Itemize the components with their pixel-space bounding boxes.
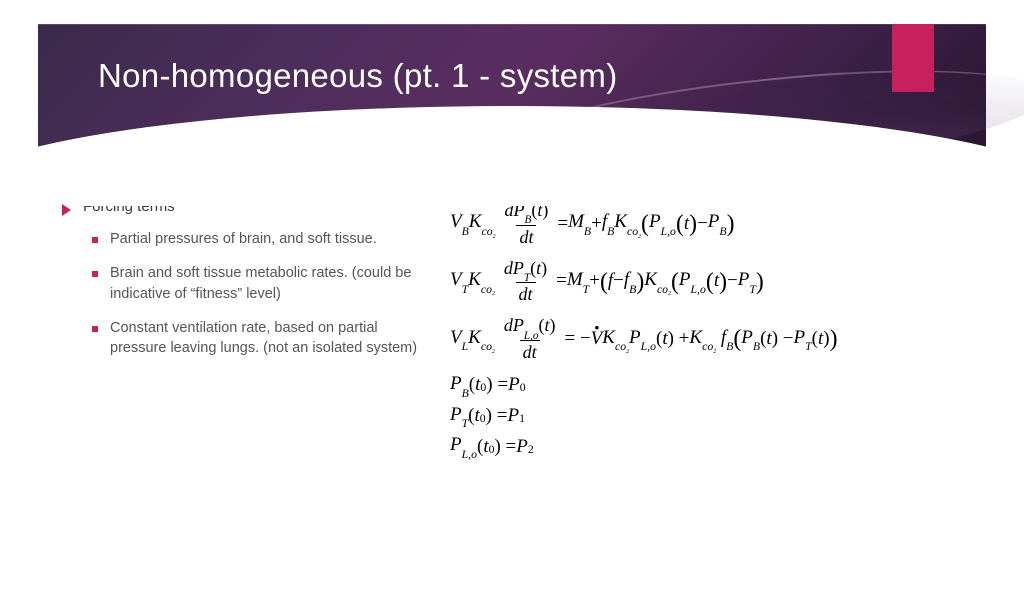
- initial-condition-1: PB(t0) = P0: [450, 373, 986, 398]
- bullet-square-icon: [92, 326, 98, 332]
- bullet-square-icon: [92, 237, 98, 243]
- slide-header: Non-homogeneous (pt. 1 - system): [38, 24, 986, 154]
- bullet-sub-text: Brain and soft tissue metabolic rates. (…: [110, 263, 422, 304]
- equation-2: VTKco2 dPT(t)dt = MT + (f − fB)Kco2 (PL,…: [450, 258, 986, 306]
- bullet-column: Forcing terms Partial pressures of brain…: [62, 198, 422, 465]
- bullet-sub-text: Constant ventilation rate, based on part…: [110, 318, 422, 359]
- equation-3: VLKco2 dPL,o(t)dt = −VKco2PL,o(t) + Kco2…: [450, 315, 986, 363]
- equations-column: VBKco2 dPB(t)dt = MB + fBKco2 (PL,o(t) −…: [450, 198, 986, 465]
- bullet-sub: Brain and soft tissue metabolic rates. (…: [92, 263, 422, 304]
- bullet-sub: Partial pressures of brain, and soft tis…: [92, 229, 422, 249]
- slide-title: Non-homogeneous (pt. 1 - system): [98, 57, 618, 95]
- accent-ribbon: [892, 24, 934, 92]
- bullet-square-icon: [92, 271, 98, 277]
- bullet-sub: Constant ventilation rate, based on part…: [92, 318, 422, 359]
- equation-1: VBKco2 dPB(t)dt = MB + fBKco2 (PL,o(t) −…: [450, 200, 986, 248]
- initial-condition-3: PL,o(t0) = P2: [450, 434, 986, 459]
- initial-condition-2: PT(t0) = P1: [450, 404, 986, 429]
- bullet-sub-text: Partial pressures of brain, and soft tis…: [110, 229, 377, 249]
- bullet-triangle-icon: [62, 204, 71, 216]
